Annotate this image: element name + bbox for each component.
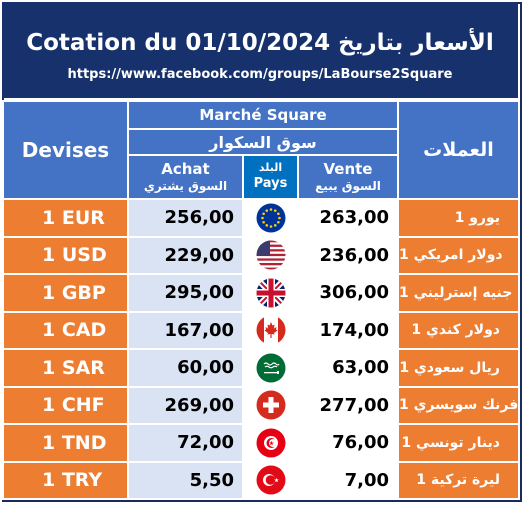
- vente-value: 277,00: [297, 385, 399, 425]
- currency-code: 1 GBP: [2, 273, 129, 313]
- table-row: 1 CAD 167,00 174,00 1 دولار كندي: [2, 310, 520, 350]
- vente-value: 76,00: [297, 423, 399, 463]
- vente-value: 7,00: [297, 460, 399, 500]
- achat-value: 256,00: [127, 198, 244, 238]
- column-header-devises: Devises: [2, 100, 129, 200]
- currency-code: 1 TRY: [2, 460, 129, 500]
- column-header-pays: البلد Pays: [242, 154, 299, 200]
- market-title-fr: Marché Square: [127, 100, 399, 130]
- column-header-currencies-ar: العملات: [397, 100, 520, 200]
- currency-name-ar: 1 جنيه إسترليني: [397, 273, 520, 313]
- currency-code: 1 CHF: [2, 385, 129, 425]
- uk-flag-icon: [256, 278, 285, 308]
- vente-label-fr: Vente: [323, 159, 373, 178]
- table-row: 1 SAR 60,00 63,00 1 ريال سعودي: [2, 348, 520, 388]
- header-banner: Cotation du 01/10/2024 الأسعار بتاريخ ht…: [2, 2, 518, 98]
- table-row: 1 GBP 295,00 306,00 1 جنيه إسترليني: [2, 273, 520, 313]
- currency-name-ar: 1 دينار تونسي: [397, 423, 520, 463]
- vente-label-ar: السوق يبيع: [315, 178, 381, 193]
- vente-value: 306,00: [297, 273, 399, 313]
- currency-name-ar: 1 دولار امريكي: [397, 235, 520, 275]
- vente-value: 174,00: [297, 310, 399, 350]
- currency-name-ar: 1 دولار كندي: [397, 310, 520, 350]
- currency-code: 1 CAD: [2, 310, 129, 350]
- currency-name-ar: 1 ريال سعودي: [397, 348, 520, 388]
- currency-name-ar: 1 ليرة تركية: [397, 460, 520, 500]
- column-header-vente: Vente السوق يبيع: [297, 154, 399, 200]
- table-row: 1 EUR 256,00 263,00 1 يورو: [2, 198, 520, 238]
- achat-value: 60,00: [127, 348, 244, 388]
- exchange-rate-table: Devises Marché Square العملات سوق السكوا…: [2, 100, 520, 500]
- currency-code: 1 TND: [2, 423, 129, 463]
- saudi-flag-icon: [256, 353, 285, 383]
- vente-value: 63,00: [297, 348, 399, 388]
- pays-label-fr: Pays: [253, 176, 288, 191]
- currency-name-ar: 1 فرنك سويسري: [397, 385, 520, 425]
- table-row: 1 CHF 269,00 277,00 1 فرنك سويسري: [2, 385, 520, 425]
- eu-flag-icon: [256, 203, 285, 233]
- table-row: 1 USD 229,00 236,00 1 دولار امريكي: [2, 235, 520, 275]
- facebook-group-link[interactable]: https://www.facebook.com/groups/LaBourse…: [67, 67, 453, 82]
- turkey-flag-icon: [256, 465, 285, 495]
- table-row: 1 TRY 5,50 7,00 1 ليرة تركية: [2, 460, 520, 500]
- tunisia-flag-icon: [256, 428, 285, 458]
- vente-value: 263,00: [297, 198, 399, 238]
- market-title-ar: سوق السكوار: [127, 128, 399, 156]
- achat-value: 167,00: [127, 310, 244, 350]
- achat-value: 269,00: [127, 385, 244, 425]
- currency-name-ar: 1 يورو: [397, 198, 520, 238]
- achat-value: 5,50: [127, 460, 244, 500]
- achat-label-fr: Achat: [161, 159, 210, 178]
- achat-label-ar: السوق يشتري: [143, 178, 228, 193]
- vente-value: 236,00: [297, 235, 399, 275]
- currency-code: 1 USD: [2, 235, 129, 275]
- swiss-flag-icon: [256, 390, 285, 420]
- achat-value: 229,00: [127, 235, 244, 275]
- table-row: 1 TND 72,00 76,00 1 دينار تونسي: [2, 423, 520, 463]
- pays-label-ar: البلد: [258, 161, 283, 174]
- currency-code: 1 SAR: [2, 348, 129, 388]
- column-header-achat: Achat السوق يشتري: [127, 154, 244, 200]
- achat-value: 295,00: [127, 273, 244, 313]
- achat-value: 72,00: [127, 423, 244, 463]
- canada-flag-icon: [256, 315, 285, 345]
- page-title: Cotation du 01/10/2024 الأسعار بتاريخ: [26, 30, 494, 56]
- us-flag-icon: [256, 240, 285, 270]
- currency-code: 1 EUR: [2, 198, 129, 238]
